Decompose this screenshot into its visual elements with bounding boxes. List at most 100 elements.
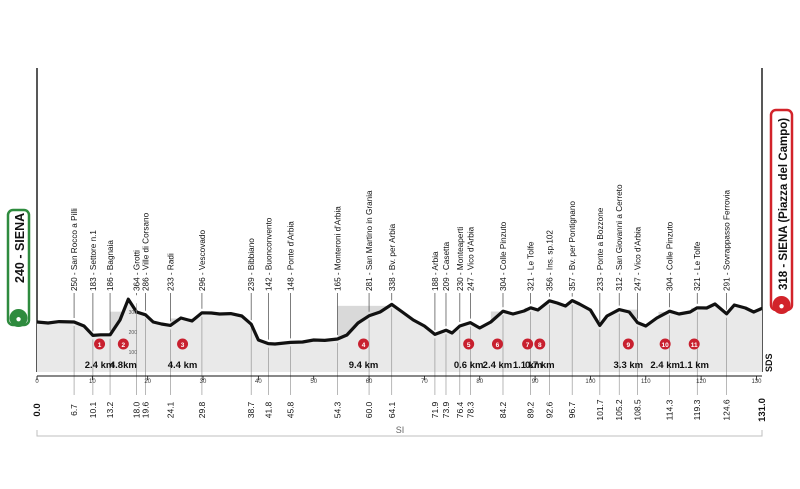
point-label: 356 - Ins. sp.102 bbox=[545, 230, 554, 291]
distance-label: 114.3 bbox=[665, 399, 675, 420]
point-label: 186 - Bagnaia bbox=[106, 240, 115, 291]
sector-badge bbox=[491, 338, 503, 350]
altitude-tick-label: 300 bbox=[129, 310, 138, 316]
sector-badge bbox=[117, 338, 129, 350]
distance-label: 73.9 bbox=[441, 401, 451, 418]
sector-length: 2.4 km bbox=[483, 360, 513, 371]
sector-number: 4 bbox=[362, 342, 366, 349]
brand-mark: SDS bbox=[764, 353, 774, 372]
point-label: 233 - Ponte a Bozzone bbox=[596, 207, 605, 291]
distance-label: 78.3 bbox=[465, 401, 475, 418]
distance-label: 18.0 bbox=[132, 401, 142, 418]
distance-label: 64.1 bbox=[387, 401, 397, 418]
x-tick-label: 0 bbox=[35, 379, 39, 385]
point-label: 247 - Vico d'Arbia bbox=[633, 226, 642, 291]
start-cyclist-icon: ● bbox=[15, 314, 21, 325]
point-label: 250 - San Rocco a Pilli bbox=[70, 208, 79, 291]
altitude-tick-label: 100 bbox=[129, 350, 138, 356]
sector-number: 9 bbox=[627, 342, 631, 349]
sector-number: 7 bbox=[526, 342, 530, 349]
point-label: 281 - San Martino in Grania bbox=[365, 190, 374, 291]
sector-length: 2.4 km bbox=[650, 360, 680, 371]
distance-label: 60.0 bbox=[364, 401, 374, 418]
point-label: 291 - Sovrappasso Ferrovia bbox=[723, 190, 732, 291]
start-badge: 240 - SIENA ● bbox=[6, 208, 31, 327]
sector-number: 11 bbox=[691, 342, 698, 349]
x-tick-label: 40 bbox=[255, 379, 262, 385]
distance-label: 108.5 bbox=[632, 399, 642, 421]
sector-badge bbox=[94, 338, 106, 350]
distance-label: 24.1 bbox=[165, 401, 175, 418]
distance-label: 96.7 bbox=[567, 401, 577, 418]
sector-length: 1.1 km bbox=[513, 360, 543, 371]
x-tick-label: 20 bbox=[144, 379, 151, 385]
x-tick-label: 90 bbox=[532, 379, 539, 385]
sector-length: 3.3 km bbox=[614, 360, 644, 371]
point-label: 247 - Vico d'Arbia bbox=[466, 226, 475, 291]
point-label: 286 - Ville di Corsano bbox=[141, 212, 150, 291]
sector-number: 2 bbox=[122, 342, 126, 349]
distance-label: 0.0 bbox=[32, 403, 43, 416]
x-tick-label: 80 bbox=[476, 379, 483, 385]
sector-number: 3 bbox=[181, 342, 185, 349]
sector-badge bbox=[622, 338, 634, 350]
point-label: 304 - Colle Pinzuto bbox=[499, 221, 508, 291]
distance-label: 13.2 bbox=[105, 401, 115, 418]
altitude-tick-label: 200 bbox=[129, 330, 138, 336]
distance-label: 119.3 bbox=[692, 399, 702, 420]
distance-label: 29.8 bbox=[197, 401, 207, 418]
profile-line bbox=[36, 297, 763, 346]
point-label: 304 - Colle Pinzuto bbox=[666, 221, 675, 291]
point-label: 183 - Settore n.1 bbox=[89, 230, 98, 291]
point-label: 230 - Monteaperti bbox=[456, 227, 465, 291]
point-label: 321 - Le Tolfe bbox=[693, 241, 702, 291]
distance-label: 131.0 bbox=[757, 398, 768, 422]
sector-length: 4.4 km bbox=[168, 360, 198, 371]
x-tick-label: 120 bbox=[696, 379, 707, 385]
finish-label: 318 - SIENA (Piazza del Campo) bbox=[778, 118, 790, 290]
x-tick-label: 60 bbox=[366, 379, 373, 385]
sector-number: 6 bbox=[496, 342, 500, 349]
sector-number: 1 bbox=[98, 342, 102, 349]
sector-badge bbox=[522, 338, 534, 350]
distance-label: 101.7 bbox=[595, 399, 605, 421]
point-label: 357 - Bv. per Pontignano bbox=[568, 201, 577, 291]
distance-label: 54.3 bbox=[333, 401, 343, 418]
distance-label: 10.1 bbox=[88, 401, 98, 418]
x-tick-label: 50 bbox=[310, 379, 317, 385]
sector-badge bbox=[688, 338, 700, 350]
sector-length: 9.4 km bbox=[349, 360, 379, 371]
point-label: 338 - Bv. per Arbia bbox=[388, 223, 397, 291]
distance-label: 19.6 bbox=[140, 401, 150, 418]
region-letter: SI bbox=[396, 425, 405, 435]
finish-cyclist-icon: ● bbox=[778, 301, 784, 312]
point-label: 142 - Buonconvento bbox=[264, 217, 273, 291]
sector-length: 0.6 km bbox=[454, 360, 484, 371]
profile-area bbox=[37, 299, 762, 372]
sector-length: 0.7 km bbox=[525, 360, 555, 371]
point-label: 239 - Bibbiano bbox=[247, 238, 256, 291]
distance-label: 41.8 bbox=[263, 401, 273, 418]
distance-label: 92.6 bbox=[544, 401, 554, 418]
point-label: 148 - Ponte d'Arbia bbox=[286, 221, 295, 291]
point-label: 364 - Grotti bbox=[133, 250, 142, 291]
point-label: 209 - Casetta bbox=[442, 241, 451, 291]
distance-label: 76.4 bbox=[455, 401, 465, 418]
sector-badge bbox=[177, 338, 189, 350]
x-tick-label: 130 bbox=[751, 379, 762, 385]
distance-label: 45.8 bbox=[285, 401, 295, 418]
x-tick-label: 70 bbox=[421, 379, 428, 385]
x-tick-label: 110 bbox=[641, 379, 651, 385]
region-bracket: SI bbox=[36, 425, 763, 437]
sector-length: 1.1 km bbox=[679, 360, 709, 371]
distance-label: 89.2 bbox=[526, 401, 536, 418]
distance-label: 105.2 bbox=[614, 399, 624, 421]
distance-label: 6.7 bbox=[69, 404, 79, 416]
sector-badge bbox=[463, 338, 475, 350]
point-label: 165 - Monteroni d'Arbia bbox=[334, 206, 343, 291]
finish-badge: 318 - SIENA (Piazza del Campo) ● bbox=[769, 108, 794, 314]
sector-badge bbox=[358, 338, 370, 350]
sector-badge bbox=[534, 338, 546, 350]
